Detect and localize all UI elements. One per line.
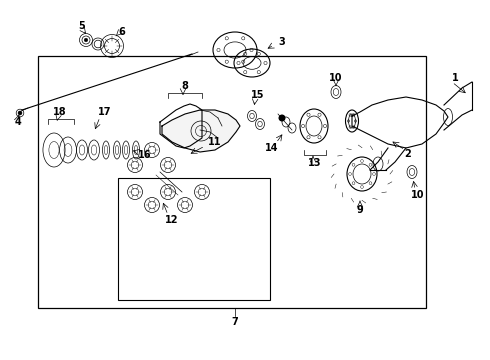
Text: 7: 7 [232,317,238,327]
Text: 4: 4 [15,117,22,127]
Text: 1: 1 [452,73,458,83]
Text: 10: 10 [329,73,343,83]
Bar [38,56,426,308]
Text: 11: 11 [208,137,222,147]
Text: 12: 12 [165,215,179,225]
Circle shape [18,111,22,115]
Polygon shape [162,110,240,152]
Text: 13: 13 [308,158,322,168]
Text: 16: 16 [138,150,152,160]
Text: 10: 10 [411,190,425,200]
Text: 9: 9 [357,205,364,215]
Text: 2: 2 [405,149,412,159]
Text: 5: 5 [78,21,85,31]
Text: 15: 15 [251,90,265,100]
Text: 17: 17 [98,107,112,117]
Circle shape [84,38,88,42]
Text: 18: 18 [53,107,67,117]
Text: 8: 8 [182,81,189,91]
Circle shape [279,115,285,121]
Bar [118,178,270,300]
Text: 6: 6 [119,27,125,37]
Text: 14: 14 [265,143,279,153]
Text: 3: 3 [279,37,285,47]
